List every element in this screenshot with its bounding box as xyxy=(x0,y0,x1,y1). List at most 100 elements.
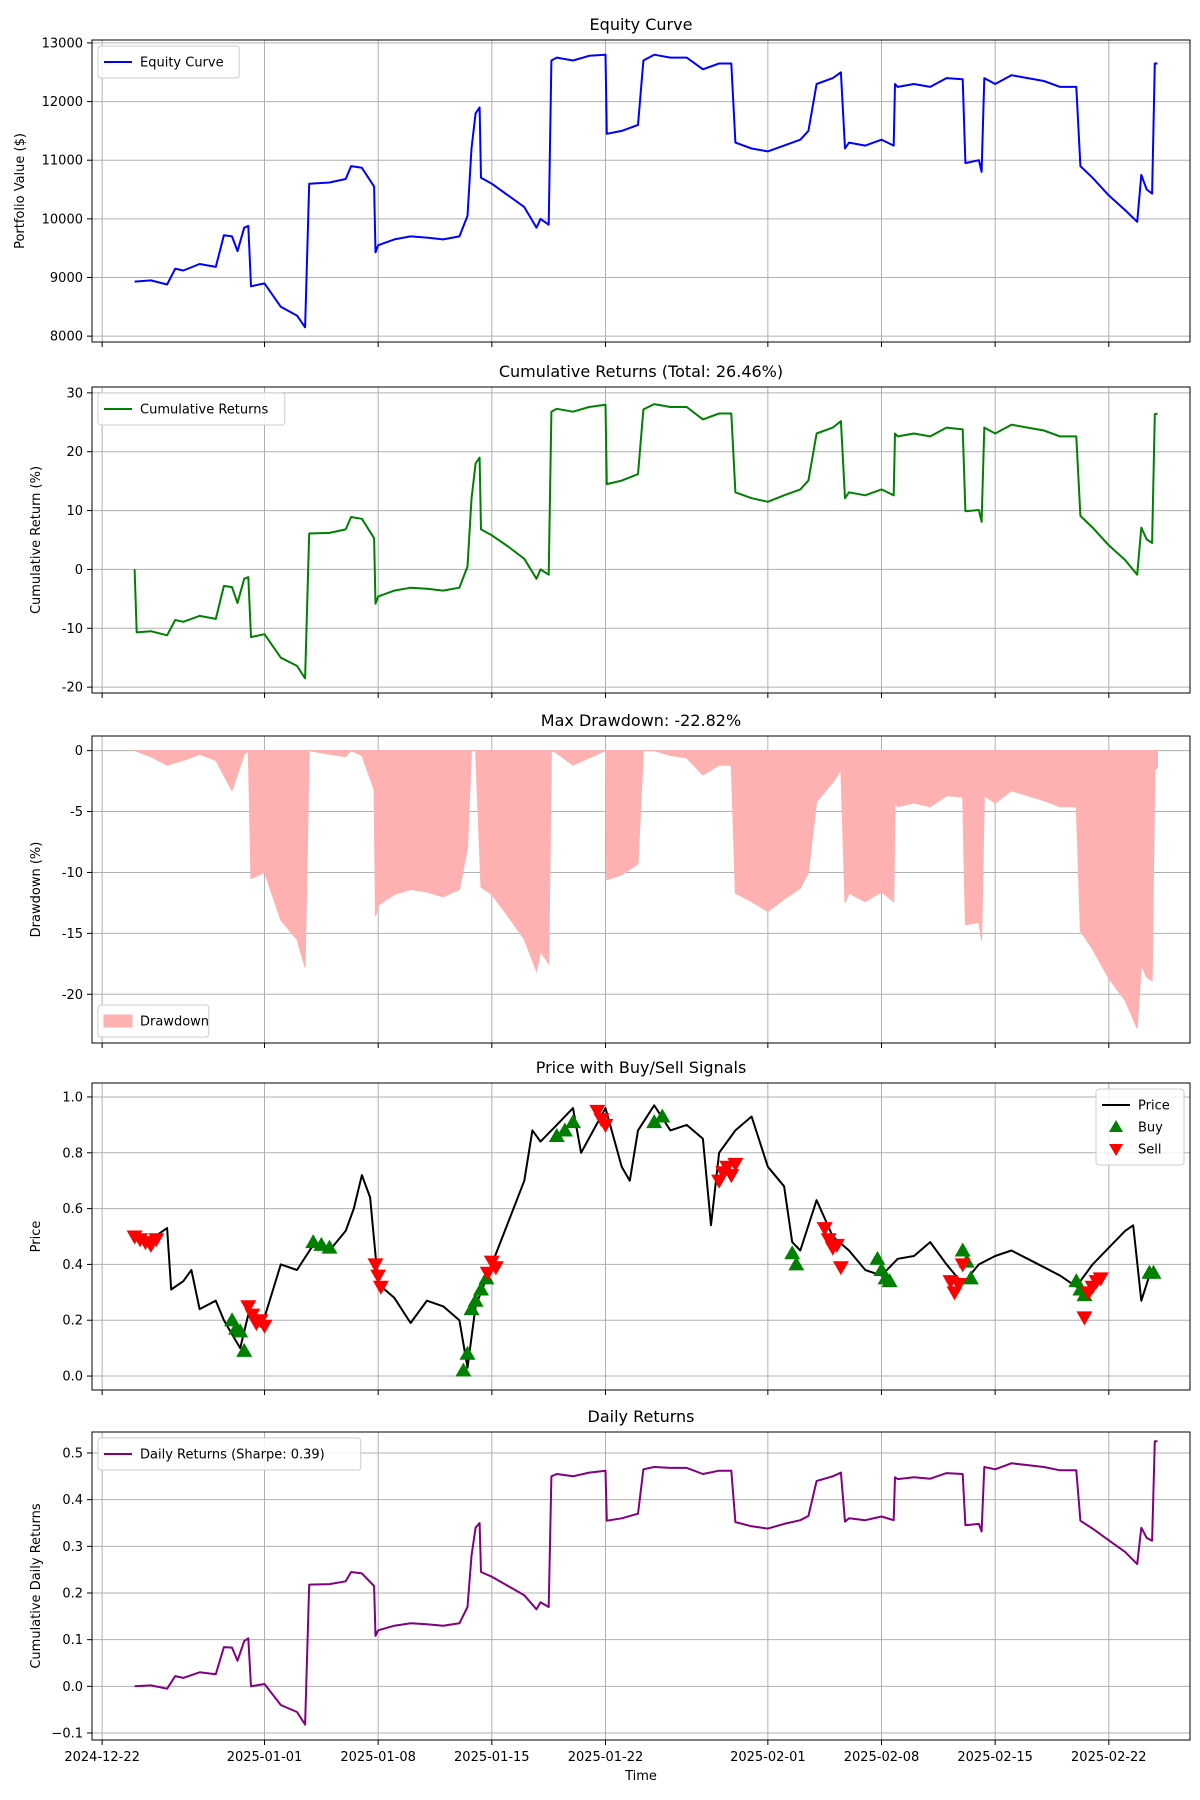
y-tick-label: −0.1 xyxy=(51,1727,83,1742)
sell-marker xyxy=(372,1280,389,1295)
sell-marker xyxy=(828,1238,845,1253)
y-tick-label: -20 xyxy=(62,681,83,696)
sell-marker xyxy=(954,1258,971,1273)
legend-label: Price xyxy=(1138,1099,1170,1114)
y-tick-label: 0.6 xyxy=(62,1202,83,1217)
legend-swatch xyxy=(103,1014,133,1028)
legend-box xyxy=(97,392,286,426)
y-tick-label: -10 xyxy=(62,866,83,881)
y-tick-label: -15 xyxy=(62,927,83,942)
sell-marker xyxy=(148,1233,165,1248)
sell-marker xyxy=(832,1261,849,1276)
y-tick-label: 0.1 xyxy=(62,1633,83,1648)
legend: Price Buy Sell xyxy=(1095,1088,1185,1166)
x-tick-label: 2025-01-08 xyxy=(340,1750,416,1765)
x-tick-label: 2025-01-01 xyxy=(227,1750,303,1765)
y-tick-label: 20 xyxy=(66,445,83,460)
buy-marker xyxy=(321,1239,338,1254)
sell-marker xyxy=(950,1277,967,1292)
buy-marker xyxy=(788,1256,805,1271)
sell-marker xyxy=(723,1169,740,1184)
y-axis-label: Cumulative Daily Returns xyxy=(29,1503,44,1668)
plot-frame xyxy=(91,39,1191,343)
series-line xyxy=(133,403,1158,680)
x-tick-label: 2025-02-01 xyxy=(730,1750,806,1765)
sell-marker xyxy=(367,1258,384,1273)
legend: Equity Curve xyxy=(97,45,240,79)
legend-label: Buy xyxy=(1138,1121,1163,1136)
buy-marker xyxy=(473,1281,490,1296)
grid xyxy=(92,1432,1190,1740)
y-axis-label: Cumulative Return (%) xyxy=(29,466,44,614)
y-tick-label: 0 xyxy=(75,563,83,578)
buy-marker xyxy=(654,1108,671,1123)
buy-marker xyxy=(232,1323,249,1338)
series-sell xyxy=(126,1104,1109,1334)
sell-marker xyxy=(597,1118,614,1133)
y-tick-label: 0.3 xyxy=(62,1540,83,1555)
x-tick-label: 2025-01-15 xyxy=(454,1750,530,1765)
buy-marker xyxy=(467,1292,484,1307)
sell-marker xyxy=(370,1269,387,1284)
x-tick-label: 2025-02-15 xyxy=(957,1750,1033,1765)
y-tick-label: 12000 xyxy=(42,95,83,110)
y-axis-label: Drawdown (%) xyxy=(29,842,44,938)
sell-marker xyxy=(589,1104,606,1119)
y-tick-label: 9000 xyxy=(50,271,83,286)
y-tick-label: 30 xyxy=(66,386,83,401)
series-price xyxy=(134,1104,1158,1369)
y-tick-label: 0.0 xyxy=(62,1680,83,1695)
chart-panel-5: −0.1 0.0 0.1 0.2 0.3 0.4 0.5 2024-12-22 2025-01-… xyxy=(29,1407,1191,1784)
chart-panel-1: 8000 9000 10000 11000 12000 13000 Equity Curve… xyxy=(13,15,1191,347)
drawdown-area xyxy=(134,749,1159,1029)
sell-marker xyxy=(244,1308,261,1323)
chart-panel-4: 0.0 0.2 0.4 0.6 0.8 1.0 Price with Buy/Sell Si… xyxy=(29,1058,1191,1395)
chart-panel-3: -20 -15 -10 -5 0 Max Drawdown: -22.82% Drawdow… xyxy=(29,711,1191,1048)
buy-marker xyxy=(455,1362,472,1377)
series-equity-curve xyxy=(134,53,1158,329)
sell-marker xyxy=(487,1261,504,1276)
buy-marker xyxy=(565,1114,582,1129)
sell-marker xyxy=(479,1266,496,1281)
y-tick-label: -10 xyxy=(62,622,83,637)
buy-marker xyxy=(954,1242,971,1257)
series-line xyxy=(134,1440,1158,1726)
y-tick-label: 0.8 xyxy=(62,1146,83,1161)
legend-box xyxy=(97,1437,362,1471)
buy-marker xyxy=(459,1345,476,1360)
buy-marker xyxy=(869,1250,886,1265)
legend: Drawdown xyxy=(97,1004,210,1038)
legend-label: Drawdown xyxy=(140,1015,209,1030)
chart-title: Equity Curve xyxy=(590,15,693,34)
buy-marker xyxy=(236,1342,253,1357)
legend-label: Sell xyxy=(1138,1143,1161,1158)
buy-marker xyxy=(646,1114,663,1129)
series-buy xyxy=(224,1108,1162,1377)
x-tick-label: 2025-02-08 xyxy=(844,1750,920,1765)
y-tick-label: 13000 xyxy=(42,36,83,51)
y-tick-label: 0.2 xyxy=(62,1587,83,1602)
legend-label: Daily Returns (Sharpe: 0.39) xyxy=(140,1448,325,1463)
sell-marker xyxy=(820,1233,837,1248)
y-tick-label: 0.5 xyxy=(62,1447,83,1462)
legend-box xyxy=(97,45,240,79)
legend-box xyxy=(97,1004,210,1038)
grid xyxy=(92,40,1190,342)
series-drawdown xyxy=(134,749,1159,1029)
buy-marker xyxy=(1145,1264,1162,1279)
sell-marker xyxy=(1092,1272,1109,1287)
y-tick-label: 10 xyxy=(66,504,83,519)
y-tick-label: 0 xyxy=(75,744,83,759)
plot-frame xyxy=(91,735,1191,1044)
y-tick-label: 11000 xyxy=(42,154,83,169)
sell-marker xyxy=(816,1222,833,1237)
buy-marker xyxy=(962,1270,979,1285)
x-tick-label: 2025-02-22 xyxy=(1071,1750,1147,1765)
y-tick-label: 8000 xyxy=(50,330,83,345)
sell-marker xyxy=(727,1157,744,1172)
legend: Cumulative Returns xyxy=(97,392,286,426)
y-axis-label: Price xyxy=(29,1221,44,1253)
sell-marker xyxy=(240,1300,257,1315)
series-cumulative-returns xyxy=(133,403,1158,680)
x-tick-label: 2025-01-22 xyxy=(568,1750,644,1765)
